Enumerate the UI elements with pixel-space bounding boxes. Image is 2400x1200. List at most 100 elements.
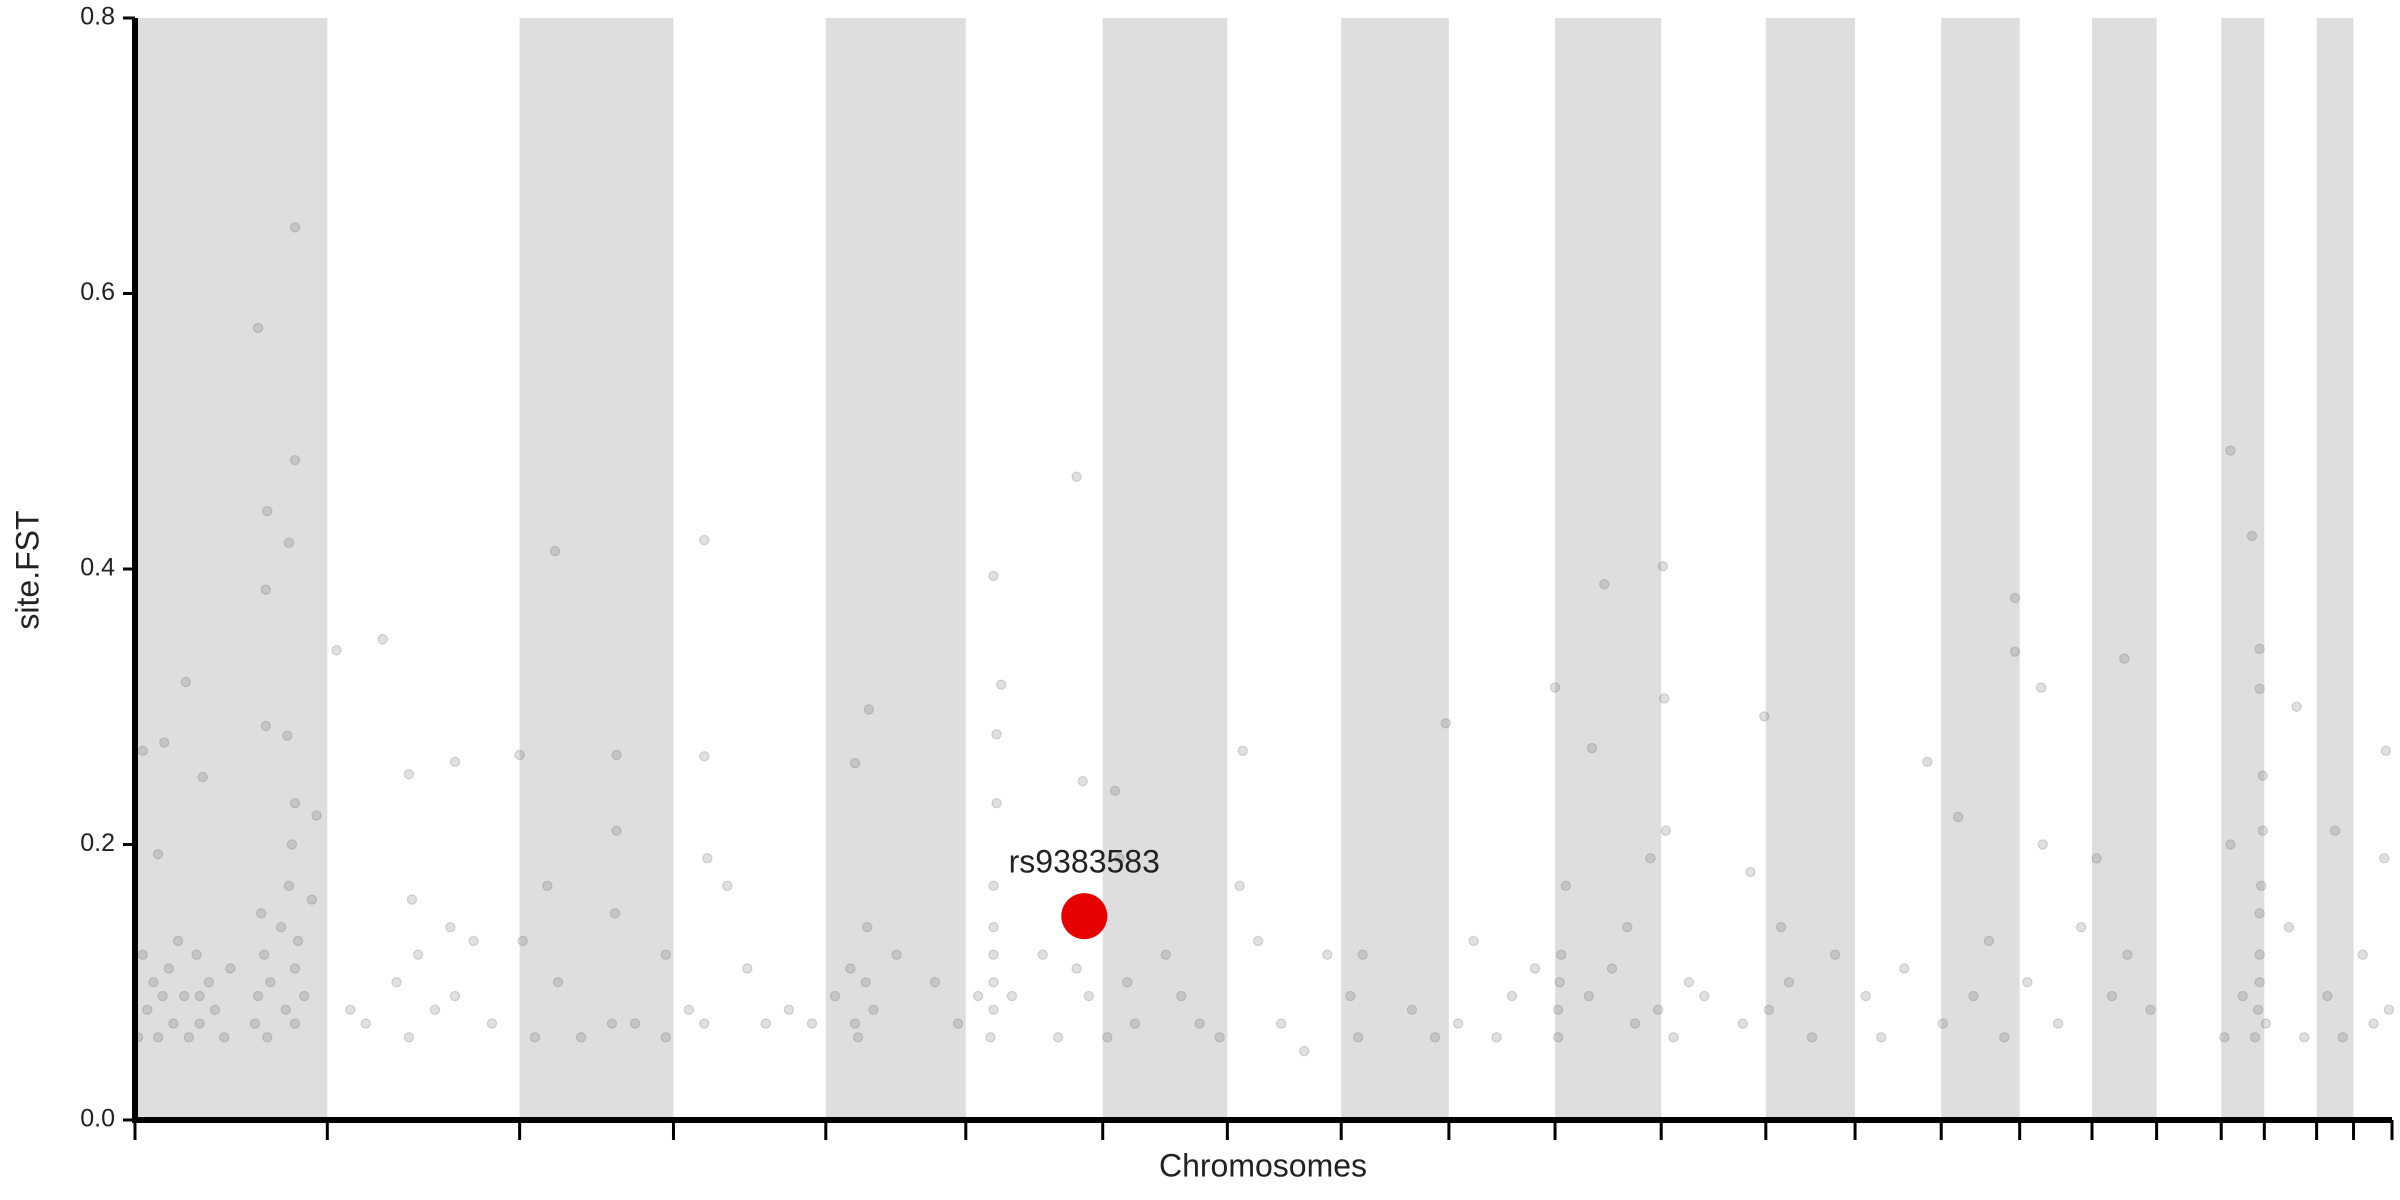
snp-point	[2379, 853, 2390, 864]
snp-point	[1583, 990, 1595, 1002]
snp-point	[1322, 949, 1333, 960]
snp-point	[152, 1032, 164, 1043]
snp-point	[1299, 1045, 1310, 1057]
snp-point	[1968, 990, 1979, 1002]
snp-point	[611, 749, 622, 761]
snp-point	[1529, 963, 1541, 974]
snp-point	[845, 963, 856, 974]
snp-point	[252, 322, 264, 334]
snp-point	[306, 894, 318, 905]
snp-point	[148, 977, 159, 988]
snp-point	[289, 1018, 301, 1029]
snp-point	[2329, 825, 2341, 836]
snp-point	[1491, 1032, 1502, 1043]
chromosome-band	[1341, 18, 1449, 1120]
snp-point	[1077, 775, 1088, 787]
snp-point	[1549, 682, 1561, 693]
snp-point	[1194, 1018, 1205, 1029]
snp-point	[2283, 921, 2295, 933]
snp-point	[988, 880, 999, 892]
snp-point	[2022, 977, 2033, 988]
chromosome-band	[519, 18, 674, 1120]
snp-point	[191, 949, 202, 960]
snp-point	[683, 1004, 695, 1016]
snp-point	[203, 977, 215, 988]
y-tick-label: 0.0	[80, 1105, 115, 1133]
snp-point	[542, 880, 553, 892]
snp-point	[194, 990, 205, 1002]
snp-point	[988, 949, 999, 960]
snp-point	[403, 1032, 415, 1043]
snp-point	[1352, 1032, 1364, 1043]
snp-point	[529, 1032, 541, 1043]
snp-point	[699, 1018, 710, 1029]
y-tick-label: 0.2	[80, 829, 115, 857]
snp-point	[1668, 1032, 1679, 1043]
snp-point	[1860, 990, 1872, 1002]
snp-point	[1657, 561, 1668, 572]
snp-point	[2145, 1004, 2156, 1016]
snp-point	[2380, 745, 2392, 757]
snp-point	[514, 749, 525, 761]
snp-point	[262, 505, 273, 517]
snp-point	[1999, 1032, 2010, 1043]
snp-point	[180, 676, 191, 688]
snp-point	[1345, 990, 1356, 1002]
snp-point	[197, 771, 208, 783]
snp-point	[299, 990, 310, 1002]
snp-point	[142, 1004, 153, 1016]
snp-point	[468, 935, 479, 947]
snp-point	[549, 545, 561, 557]
snp-point	[2119, 653, 2130, 664]
snp-point	[1660, 825, 1672, 836]
snp-point	[2257, 825, 2268, 836]
snp-point	[1645, 853, 1656, 864]
snp-point	[1952, 811, 1964, 823]
snp-point	[2368, 1018, 2379, 1029]
snp-point	[1275, 1018, 1287, 1029]
snp-point	[152, 848, 164, 860]
snp-point	[1763, 1004, 1775, 1016]
snp-point	[2383, 1004, 2395, 1016]
snp-point	[2254, 908, 2265, 919]
snp-point	[2357, 949, 2368, 960]
snp-point	[606, 1018, 618, 1029]
chromosome-band	[825, 18, 966, 1120]
snp-point	[1983, 935, 1995, 947]
snp-point	[360, 1018, 371, 1029]
snp-point	[1776, 921, 1787, 933]
snp-point	[172, 935, 184, 947]
chromosome-band	[1555, 18, 1662, 1120]
snp-point	[289, 797, 301, 809]
snp-point	[252, 990, 264, 1002]
snp-point	[137, 949, 148, 960]
snp-point	[2257, 770, 2268, 781]
snp-point	[849, 758, 861, 769]
snp-point	[1006, 990, 1018, 1002]
snp-point	[868, 1004, 879, 1016]
snp-point	[985, 1032, 996, 1043]
snp-point	[1552, 1032, 1564, 1043]
chromosome-band	[2221, 18, 2265, 1120]
snp-point	[2256, 880, 2267, 892]
snp-point	[2225, 839, 2236, 850]
x-axis-label: Chromosomes	[1159, 1147, 1367, 1183]
snp-point	[1876, 1032, 1887, 1043]
highlight-point	[1061, 893, 1108, 940]
snp-point	[486, 1018, 498, 1029]
snp-point	[260, 584, 271, 595]
snp-point	[1357, 949, 1368, 960]
snp-point	[2106, 990, 2118, 1002]
snp-point	[995, 679, 1007, 690]
snp-point	[260, 720, 271, 732]
snp-point	[2219, 1032, 2230, 1043]
snp-point	[1552, 1004, 1564, 1016]
snp-point	[1083, 990, 1095, 1002]
snp-point	[2254, 683, 2265, 695]
snp-point	[286, 839, 298, 850]
snp-point	[1114, 853, 1125, 864]
snp-point	[2076, 921, 2087, 933]
snp-point	[283, 880, 295, 892]
snp-point	[275, 921, 287, 933]
snp-point	[1560, 880, 1572, 892]
